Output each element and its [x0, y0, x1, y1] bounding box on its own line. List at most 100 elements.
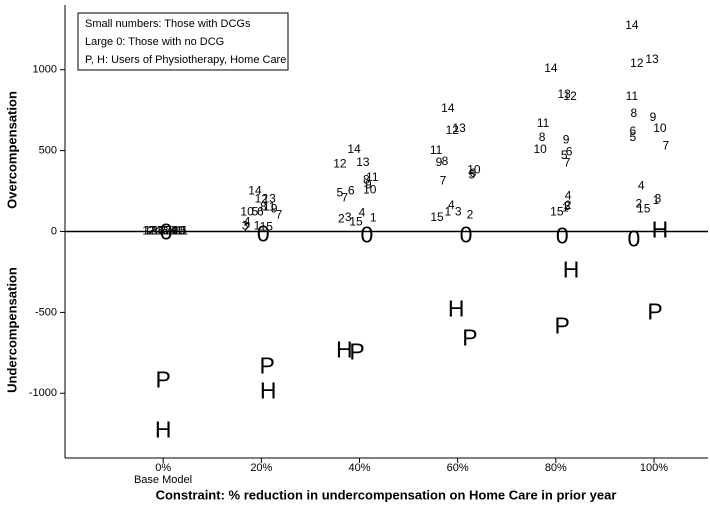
- point-marker: 9: [436, 155, 443, 169]
- x-tick-label: 0%: [155, 462, 171, 474]
- point-marker: 6: [566, 145, 573, 159]
- point-marker: 11: [626, 89, 639, 103]
- point-marker: 7: [341, 191, 348, 205]
- point-marker: 4: [244, 215, 251, 229]
- point-marker: 6: [348, 184, 355, 198]
- point-marker: 8: [168, 224, 175, 238]
- point-marker: 7: [662, 139, 669, 153]
- point-marker: 7: [564, 156, 571, 170]
- x-tick-label: 80%: [545, 462, 567, 474]
- point-marker: 10: [467, 163, 481, 177]
- annotation: Base Model: [134, 474, 192, 486]
- point-marker: 1: [144, 224, 151, 238]
- point-marker: 4: [638, 179, 645, 193]
- x-tick-label: 40%: [348, 462, 370, 474]
- point-marker: H: [260, 377, 277, 403]
- point-marker: 1: [562, 201, 569, 215]
- point-marker: P: [349, 338, 364, 364]
- point-marker: H: [155, 416, 172, 442]
- point-marker: 2: [565, 198, 572, 212]
- point-marker: P: [260, 352, 275, 378]
- point-marker: 1: [254, 219, 261, 233]
- point-marker: 1: [653, 193, 660, 207]
- point-marker: 13: [558, 87, 572, 101]
- point-marker: 12: [563, 89, 577, 103]
- point-marker: 13: [452, 121, 466, 135]
- point-marker: P: [462, 324, 477, 350]
- point-marker: 5: [469, 168, 476, 182]
- x-axis-title: Constraint: % reduction in undercompensa…: [156, 487, 617, 502]
- point-marker: 7: [165, 224, 172, 238]
- point-marker: 14: [544, 61, 558, 75]
- point-marker: 5: [158, 224, 165, 238]
- x-tick-label: 20%: [250, 462, 272, 474]
- point-marker: 11: [537, 116, 550, 130]
- point-marker: 12: [333, 157, 347, 171]
- point-marker: 3: [151, 224, 158, 238]
- point-marker: 15: [260, 220, 274, 234]
- point-marker: 9: [563, 133, 570, 147]
- point-marker: 4: [154, 224, 161, 238]
- y-tick-label: 0: [51, 225, 57, 237]
- point-marker: 15: [349, 215, 363, 229]
- point-marker: 10: [240, 205, 254, 219]
- point-marker: 4: [359, 206, 366, 220]
- point-marker: 10: [172, 224, 186, 238]
- point-marker: H: [563, 257, 580, 283]
- y-axis-title-top: Overcompensation: [4, 91, 19, 209]
- point-marker: H: [652, 217, 669, 243]
- point-marker: 0: [257, 221, 270, 247]
- point-marker: 6: [161, 224, 168, 238]
- x-tick-label: 100%: [640, 462, 668, 474]
- y-tick-label: -500: [35, 306, 57, 318]
- point-marker: 2: [148, 224, 155, 238]
- point-marker: 5: [337, 186, 344, 200]
- point-marker: H: [336, 336, 353, 362]
- point-marker: 9: [172, 224, 179, 238]
- point-marker: 6: [630, 124, 637, 138]
- legend-text: Large 0: Those with no DCG: [85, 36, 224, 48]
- point-marker: 4: [565, 189, 572, 203]
- point-marker: 10: [653, 121, 667, 135]
- point-marker: 0: [360, 222, 373, 248]
- point-marker: 3: [242, 219, 249, 233]
- point-marker: 4: [448, 198, 455, 212]
- point-marker: 15: [550, 205, 564, 219]
- point-marker: 14: [625, 18, 639, 32]
- point-marker: 5: [561, 148, 568, 162]
- point-marker: 10: [363, 183, 377, 197]
- legend-box: [77, 12, 289, 71]
- point-marker: 2: [338, 212, 345, 226]
- point-marker: 0: [460, 222, 473, 248]
- point-marker: 0: [627, 226, 640, 252]
- point-marker: 14: [163, 224, 177, 238]
- point-marker: 9: [650, 110, 657, 124]
- point-marker: 15: [637, 202, 651, 216]
- point-marker: P: [555, 313, 570, 339]
- point-marker: P: [155, 366, 170, 392]
- point-marker: 2: [635, 197, 642, 211]
- point-marker: 2: [244, 221, 251, 235]
- point-marker: 0: [160, 219, 173, 245]
- point-marker: 1: [445, 205, 452, 219]
- point-marker: 14: [347, 142, 361, 156]
- point-marker: 8: [631, 106, 638, 120]
- point-marker: 12: [142, 224, 156, 238]
- legend-text: P, H: Users of Physiotherapy, Home Care: [85, 54, 286, 66]
- y-tick-label: 500: [39, 145, 57, 157]
- point-marker: 5: [630, 130, 637, 144]
- point-marker: 11: [430, 143, 443, 157]
- point-marker: 11: [263, 200, 276, 214]
- point-marker: 8: [260, 200, 267, 214]
- point-marker: 7: [440, 174, 447, 188]
- point-marker: 14: [441, 101, 455, 115]
- point-marker: 3: [455, 205, 462, 219]
- point-marker: 2: [467, 208, 474, 222]
- point-marker: 1: [370, 211, 377, 225]
- point-marker: 8: [363, 173, 370, 187]
- point-marker: 12: [255, 192, 269, 206]
- y-axis-title-bottom: Undercompensation: [4, 267, 19, 393]
- point-marker: 13: [356, 155, 370, 169]
- point-marker: 8: [442, 154, 449, 168]
